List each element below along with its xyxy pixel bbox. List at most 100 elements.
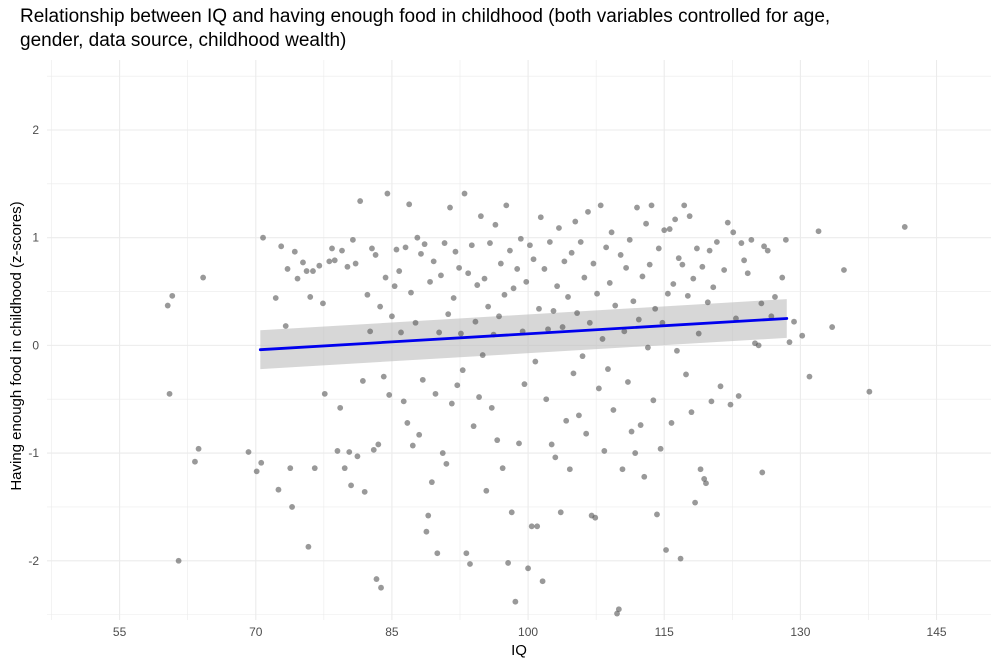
data-point [414, 234, 421, 241]
data-point [621, 328, 628, 335]
data-point [458, 330, 464, 337]
x-tick-label: 115 [655, 625, 674, 639]
data-point [617, 252, 624, 258]
data-point [815, 228, 822, 235]
data-point [595, 385, 602, 392]
data-point [253, 468, 260, 475]
data-point [164, 302, 171, 309]
data-point [192, 458, 198, 465]
data-point [408, 289, 414, 296]
data-point [311, 465, 318, 472]
x-tick-labels: 55 70 85 100 115 130 145 [113, 625, 947, 639]
data-point [200, 274, 207, 281]
data-point [659, 319, 666, 326]
data-point [563, 417, 570, 424]
data-point [448, 400, 455, 407]
data-point [635, 316, 642, 323]
data-point [866, 388, 873, 395]
data-point [758, 300, 765, 307]
data-point [724, 219, 731, 226]
data-point [545, 326, 551, 333]
regression-line [258, 317, 789, 352]
data-point [666, 226, 673, 232]
data-point [370, 446, 377, 453]
data-point [346, 449, 353, 455]
chart-title-line-1: Relationship between IQ and having enoug… [20, 6, 830, 27]
data-point [590, 260, 597, 267]
data-point [488, 404, 495, 411]
data-point [532, 358, 539, 365]
data-point [670, 281, 677, 287]
data-point [530, 256, 537, 263]
data-point [528, 523, 535, 530]
data-point [639, 273, 646, 280]
data-point [389, 313, 395, 320]
data-point [523, 278, 530, 285]
data-point [565, 294, 571, 300]
data-point [396, 268, 403, 274]
data-point [496, 313, 502, 320]
data-point [427, 278, 433, 285]
data-point [543, 396, 550, 403]
data-point [841, 267, 847, 273]
x-axis-title: IQ [511, 642, 527, 659]
data-point [508, 509, 515, 516]
data-point [594, 290, 600, 297]
data-point [568, 249, 575, 256]
data-point [583, 430, 590, 437]
data-point [704, 299, 711, 306]
data-point [438, 272, 444, 279]
data-point [755, 342, 762, 349]
data-point [675, 255, 682, 262]
data-point [703, 480, 709, 487]
data-point [416, 431, 423, 438]
data-point [476, 394, 482, 400]
y-tick-labels: -2 -1 0 1 2 [28, 123, 39, 568]
data-point [585, 208, 591, 215]
data-point [452, 248, 459, 255]
data-point [507, 247, 513, 254]
data-point [674, 347, 680, 354]
data-point [655, 245, 662, 252]
data-point [713, 239, 720, 245]
data-point [291, 248, 298, 255]
data-point [556, 225, 562, 231]
data-point [586, 319, 593, 326]
data-point [503, 202, 510, 209]
data-point [485, 303, 492, 310]
data-point [612, 302, 619, 309]
data-point [605, 366, 611, 372]
data-point [741, 257, 748, 264]
data-point [334, 448, 341, 454]
data-point [799, 332, 806, 339]
data-point [195, 445, 202, 452]
data-point [320, 300, 326, 307]
data-point [630, 298, 637, 305]
data-point [536, 305, 542, 312]
data-point [648, 202, 655, 209]
data-point [610, 407, 617, 413]
regression-line-layer [258, 317, 789, 352]
data-point [481, 275, 488, 282]
data-point [521, 381, 528, 388]
data-point [672, 216, 679, 223]
data-point [445, 311, 452, 318]
data-point [761, 243, 767, 250]
data-point [331, 257, 338, 264]
data-point [294, 275, 301, 282]
data-point [632, 450, 639, 456]
data-point [425, 512, 432, 519]
data-point [634, 204, 640, 211]
data-point [561, 258, 568, 265]
data-point [748, 236, 755, 243]
data-point [697, 466, 704, 473]
data-point [364, 291, 371, 298]
y-tick-label: 2 [32, 123, 39, 137]
data-point [574, 310, 580, 316]
data-point [275, 486, 282, 493]
data-point [692, 499, 698, 506]
data-point [373, 576, 380, 582]
data-point [628, 428, 635, 435]
data-point [477, 213, 484, 220]
data-point [663, 547, 669, 553]
